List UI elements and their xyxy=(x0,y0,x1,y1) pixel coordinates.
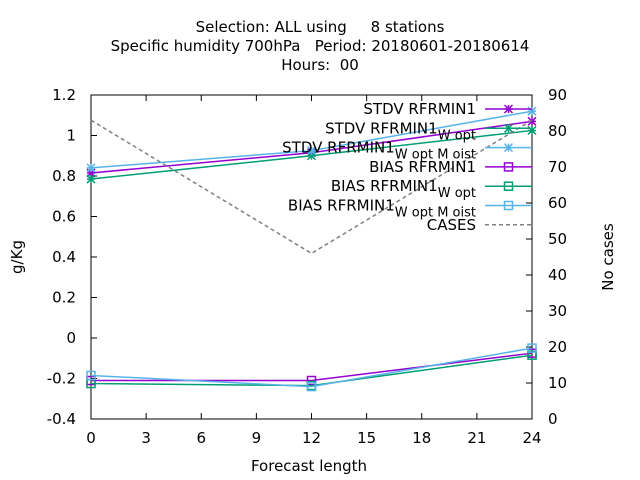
series-line xyxy=(90,119,533,255)
legend-sample-marker xyxy=(503,162,514,172)
series-line xyxy=(90,347,533,388)
legend-sample-marker xyxy=(503,123,514,133)
data-point xyxy=(86,370,96,381)
y2-tick-label: 90 xyxy=(548,86,567,104)
x-tick-label: 12 xyxy=(302,429,321,447)
legend-label: STDV RFRMIN1 xyxy=(363,100,476,118)
series-5 xyxy=(86,343,537,392)
x-tick-label: 15 xyxy=(357,429,376,447)
y-axis-label: g/Kg xyxy=(8,240,26,274)
series-line xyxy=(91,352,533,382)
legend-sample-marker xyxy=(503,181,514,191)
legend-sample-marker xyxy=(503,104,514,114)
legend-sample-marker xyxy=(503,143,514,153)
y2-axis-label: No cases xyxy=(599,223,617,291)
data-point xyxy=(86,174,96,184)
series-6 xyxy=(90,119,533,255)
chart-title-line-2: Specific humidity 700hPa Period: 2018060… xyxy=(110,37,530,55)
y2-tick-label: 50 xyxy=(548,230,567,248)
y2-tick-label: 70 xyxy=(548,158,567,176)
data-point xyxy=(527,106,537,116)
x-tick-label: 24 xyxy=(522,429,541,447)
data-point xyxy=(527,116,537,126)
legend-label: BIAS RFRMIN1 xyxy=(369,158,476,176)
legend-label: STDV RFRMIN1W opt xyxy=(325,119,476,143)
y-tick-label: 0.6 xyxy=(52,208,76,226)
y2-tick-label: 40 xyxy=(548,266,567,284)
y-tick-label: 1.2 xyxy=(52,86,76,104)
y-tick-label: 0.4 xyxy=(52,248,76,266)
data-point xyxy=(527,343,537,353)
legend-label: CASES xyxy=(427,216,476,234)
chart-title-line-1: Selection: ALL using 8 stations xyxy=(195,18,445,36)
y2-tick-label: 0 xyxy=(548,410,558,428)
data-point xyxy=(306,151,317,161)
x-tick-label: 6 xyxy=(196,429,206,447)
y2-tick-label: 60 xyxy=(548,194,567,212)
data-point xyxy=(527,350,537,360)
data-point xyxy=(306,146,317,156)
series-2 xyxy=(86,106,537,173)
y-tick-label: 0.8 xyxy=(52,167,76,185)
legend-label: STDV RFRMIN1W opt M oist xyxy=(282,139,476,163)
y-tick-label: -0.4 xyxy=(47,410,76,428)
x-tick-label: 3 xyxy=(141,429,151,447)
y2-tick-label: 30 xyxy=(548,302,567,320)
data-point xyxy=(86,163,96,173)
series-1 xyxy=(86,125,537,184)
data-point xyxy=(86,168,96,178)
legend-sample-marker xyxy=(503,200,514,211)
x-tick-label: 18 xyxy=(412,429,431,447)
y-tick-label: 1 xyxy=(66,127,76,145)
y-tick-label: 0.2 xyxy=(52,289,76,307)
x-tick-label: 21 xyxy=(467,429,486,447)
data-point xyxy=(527,125,537,135)
y-tick-label: -0.2 xyxy=(47,370,76,388)
x-axis-label: Forecast length xyxy=(251,457,367,475)
y2-tick-label: 80 xyxy=(548,122,567,140)
legend-label: BIAS RFRMIN1W opt xyxy=(331,177,476,201)
series-line xyxy=(90,354,533,387)
chart-title-line-3: Hours: 00 xyxy=(281,56,359,74)
legend-label: BIAS RFRMIN1W opt M oist xyxy=(288,197,476,221)
y2-tick-label: 20 xyxy=(548,338,567,356)
y2-tick-label: 10 xyxy=(548,374,567,392)
y-tick-label: 0 xyxy=(66,329,76,347)
data-point xyxy=(306,375,317,386)
x-tick-label: 9 xyxy=(252,429,262,447)
x-tick-label: 0 xyxy=(86,429,96,447)
data-point xyxy=(306,381,317,392)
series-4 xyxy=(86,350,537,391)
